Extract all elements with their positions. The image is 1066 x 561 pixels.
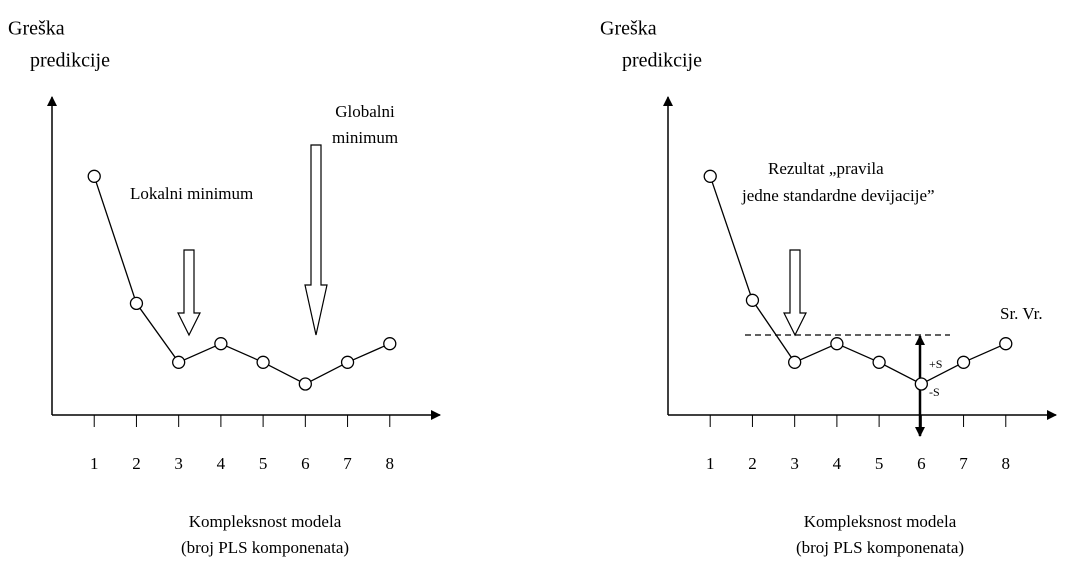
x-tick-label: 8 [1002,454,1011,473]
point [956,355,971,369]
point [340,355,355,369]
hollow-arrow [304,144,328,336]
x-tick-label: 6 [301,454,310,473]
annotation: minimum [332,128,398,147]
x-tick-label: 3 [790,454,799,473]
annotation: Sr. Vr. [1000,304,1043,323]
y-label: predikcije [30,50,110,72]
point [745,293,760,307]
x-tick-label: 1 [90,454,99,473]
x-label: Kompleksnost modela [804,512,957,531]
point [872,355,886,369]
point [914,377,928,391]
x-label: Kompleksnost modela [189,512,342,531]
x-tick-label: 4 [833,454,842,473]
point [703,169,717,183]
y-label: Greška [8,18,65,40]
point [256,355,270,369]
x-tick-label: 8 [386,454,395,473]
x-tick-label: 5 [875,454,884,473]
x-tick-label: 4 [217,454,226,473]
x-label: (broj PLS komponenata) [181,538,349,557]
point [830,337,844,351]
point [129,296,144,311]
annotation: jedne standardne devijacije” [741,186,935,205]
y-label: Greška [600,18,657,40]
line [709,176,1007,385]
x-tick-label: 1 [706,454,715,473]
y-label: predikcije [622,50,702,72]
x-tick-label: 6 [917,454,926,473]
annotation: Rezultat „pravila [768,159,884,178]
point [298,377,312,391]
x-label: (broj PLS komponenata) [796,538,964,557]
x-tick-label: 3 [174,454,183,473]
x-tick-label: 5 [259,454,268,473]
point [383,337,397,351]
x-tick-label: 2 [748,454,757,473]
point [87,169,101,183]
line [93,176,391,385]
annotation: Lokalni minimum [130,184,253,203]
annotation: Globalni [335,102,395,121]
point [214,337,228,351]
x-tick-label: 2 [132,454,141,473]
annotation: +S [929,357,942,371]
point [172,355,186,369]
point [788,355,802,369]
hollow-arrow [783,249,807,337]
x-tick-label: 7 [343,454,352,473]
point [999,337,1013,351]
annotation: -S [929,385,940,399]
hollow-arrow [177,249,201,337]
x-tick-label: 7 [959,454,968,473]
